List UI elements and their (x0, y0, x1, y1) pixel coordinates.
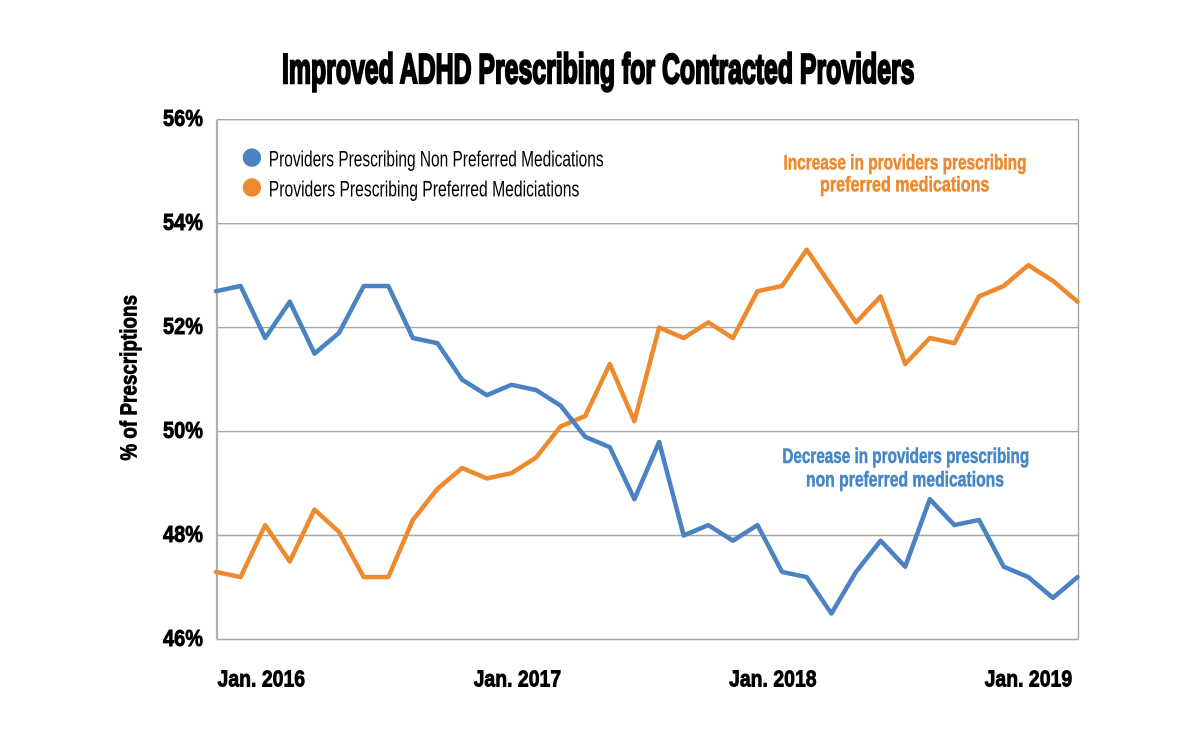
svg-text:46%: 46% (163, 625, 203, 651)
svg-text:preferred medications: preferred medications (820, 173, 989, 197)
svg-text:Jan. 2019: Jan. 2019 (985, 666, 1073, 692)
svg-text:Improved ADHD Prescribing for: Improved ADHD Prescribing for Contracted… (282, 45, 915, 92)
svg-text:Providers Prescribing Preferre: Providers Prescribing Preferred Mediciat… (269, 177, 580, 202)
svg-text:Jan. 2017: Jan. 2017 (474, 666, 562, 692)
svg-text:Jan. 2016: Jan. 2016 (218, 666, 306, 692)
svg-text:52%: 52% (163, 313, 203, 339)
svg-text:non preferred medications: non preferred medications (806, 467, 1004, 491)
svg-text:48%: 48% (163, 521, 203, 547)
svg-text:Providers Prescribing Non Pref: Providers Prescribing Non Preferred Medi… (269, 147, 604, 172)
svg-text:Decrease in providers prescrib: Decrease in providers prescribing (782, 444, 1029, 468)
svg-text:% of Prescriptions: % of Prescriptions (116, 295, 142, 461)
svg-text:50%: 50% (163, 417, 203, 443)
svg-text:Increase in providers prescrib: Increase in providers prescribing (784, 150, 1027, 174)
svg-text:56%: 56% (163, 105, 203, 131)
svg-text:Jan. 2018: Jan. 2018 (729, 666, 817, 692)
svg-text:54%: 54% (163, 209, 203, 235)
